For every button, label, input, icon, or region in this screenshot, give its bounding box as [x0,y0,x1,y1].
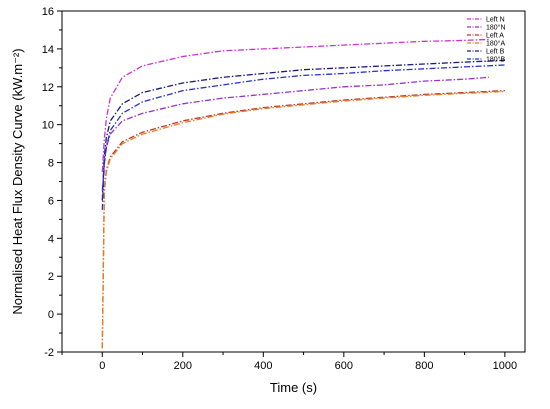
x-tick-label: 0 [99,360,105,372]
y-tick-label: 4 [48,233,54,245]
series-line-4 [101,90,505,349]
y-tick-label: 12 [42,82,54,94]
x-axis-title: Time (s) [270,380,317,395]
legend-label: 180°A [486,40,505,48]
series-line-2 [101,76,489,192]
y-tick-label: -2 [44,347,54,359]
x-tick-label: 1000 [493,360,517,372]
axis-layer: 0 200 400 600 800 1000 -2 0 2 4 6 8 10 12 14 16 [42,6,517,372]
y-tick-label: 14 [42,44,54,56]
y-tick-label: 0 [48,309,54,321]
legend-label: Left B [486,49,505,56]
series-line-5 [101,59,505,201]
series-line-1 [101,38,489,173]
legend-label: 180°N [486,24,506,32]
legend-label: Left A [486,33,504,40]
x-tick-label: 200 [174,360,192,372]
y-tick-label: 2 [48,271,54,283]
y-tick-label: 16 [42,6,54,18]
x-tick-label: 800 [415,360,433,372]
y-tick-label: 10 [42,120,54,132]
legend-label: 180°B [486,56,505,64]
y-tick-label: 8 [48,158,54,170]
x-tick-label: 600 [335,360,353,372]
legend-label: Left N [486,17,505,24]
series-layer [101,38,505,349]
series-line-3 [101,89,505,349]
x-tick-label: 400 [254,360,272,372]
y-axis-title: Normalised Heat Flux Density Curve (kW.m… [10,48,25,314]
series-line-6 [101,64,505,210]
y-tick-label: 6 [48,195,54,207]
